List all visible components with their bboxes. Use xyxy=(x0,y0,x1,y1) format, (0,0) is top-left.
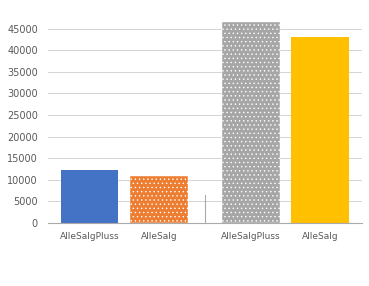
Bar xyxy=(61,170,118,223)
Bar xyxy=(130,176,187,223)
Bar xyxy=(222,22,280,223)
Bar xyxy=(291,37,349,223)
